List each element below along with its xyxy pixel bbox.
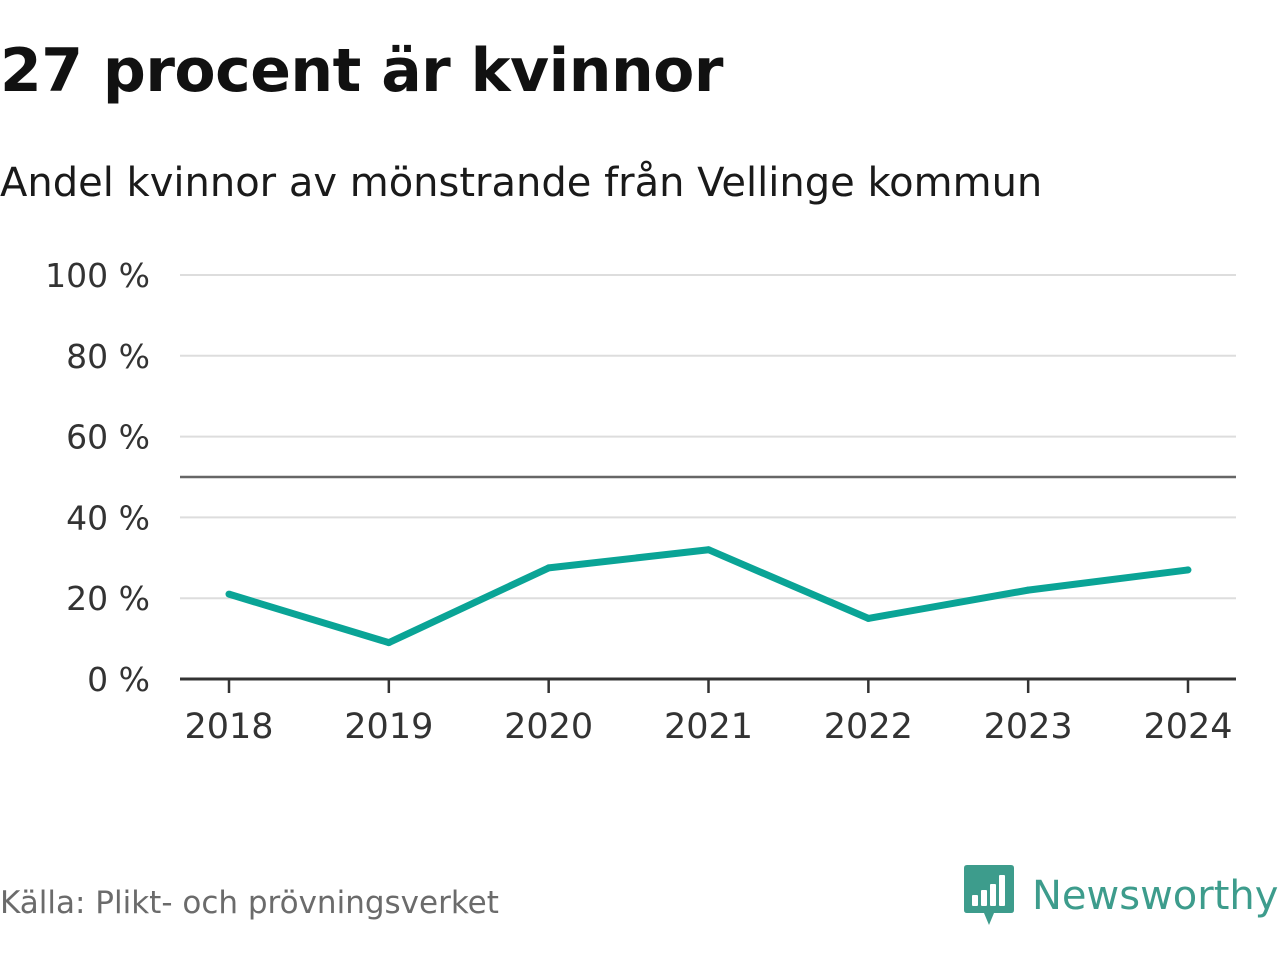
data-point-2018	[225, 590, 233, 598]
x-tick-label: 2020	[504, 707, 593, 747]
y-tick-label: 20 %	[66, 579, 150, 618]
gridlines	[180, 274, 1236, 600]
y-tick-label: 60 %	[66, 418, 150, 457]
line-chart: 0 % 20 % 40 % 60 % 80 % 100 % 2018 2019 2020 202…	[45, 256, 1236, 747]
x-tick-label: 2019	[344, 707, 433, 747]
brand-name: Newsworthy	[1032, 873, 1279, 919]
source-note: Källa: Plikt- och prövningsverket	[0, 885, 499, 921]
data-point-2020	[545, 564, 553, 572]
chart-subtitle: Andel kvinnor av mönstrande från Velling…	[0, 160, 1043, 206]
y-tick-label: 80 %	[66, 337, 150, 376]
series-group	[225, 546, 1192, 647]
chart-title: 27 procent är kvinnor	[0, 36, 723, 106]
x-axis: 2018 2019 2020 2021 2022 2023 2024	[180, 677, 1236, 747]
data-point-2022	[864, 614, 872, 622]
series-line-0	[227, 546, 1189, 647]
x-tick-label: 2023	[984, 707, 1073, 747]
data-point-2021	[705, 546, 712, 554]
brand-logo: Newsworthy	[964, 864, 1278, 928]
x-tick-label: 2021	[664, 707, 753, 747]
data-point-2024	[1184, 566, 1192, 574]
y-tick-label: 0 %	[87, 660, 150, 699]
y-tick-label: 100 %	[45, 256, 150, 295]
x-tick-label: 2022	[824, 707, 913, 747]
x-tick-label: 2024	[1143, 707, 1232, 747]
data-point-2019	[385, 639, 393, 647]
bar-chart-speech-bubble-icon	[964, 865, 1014, 925]
y-axis: 0 % 20 % 40 % 60 % 80 % 100 %	[45, 256, 150, 699]
x-tick-label: 2018	[184, 707, 273, 747]
data-point-2023	[1024, 586, 1032, 594]
y-tick-label: 40 %	[66, 498, 150, 537]
